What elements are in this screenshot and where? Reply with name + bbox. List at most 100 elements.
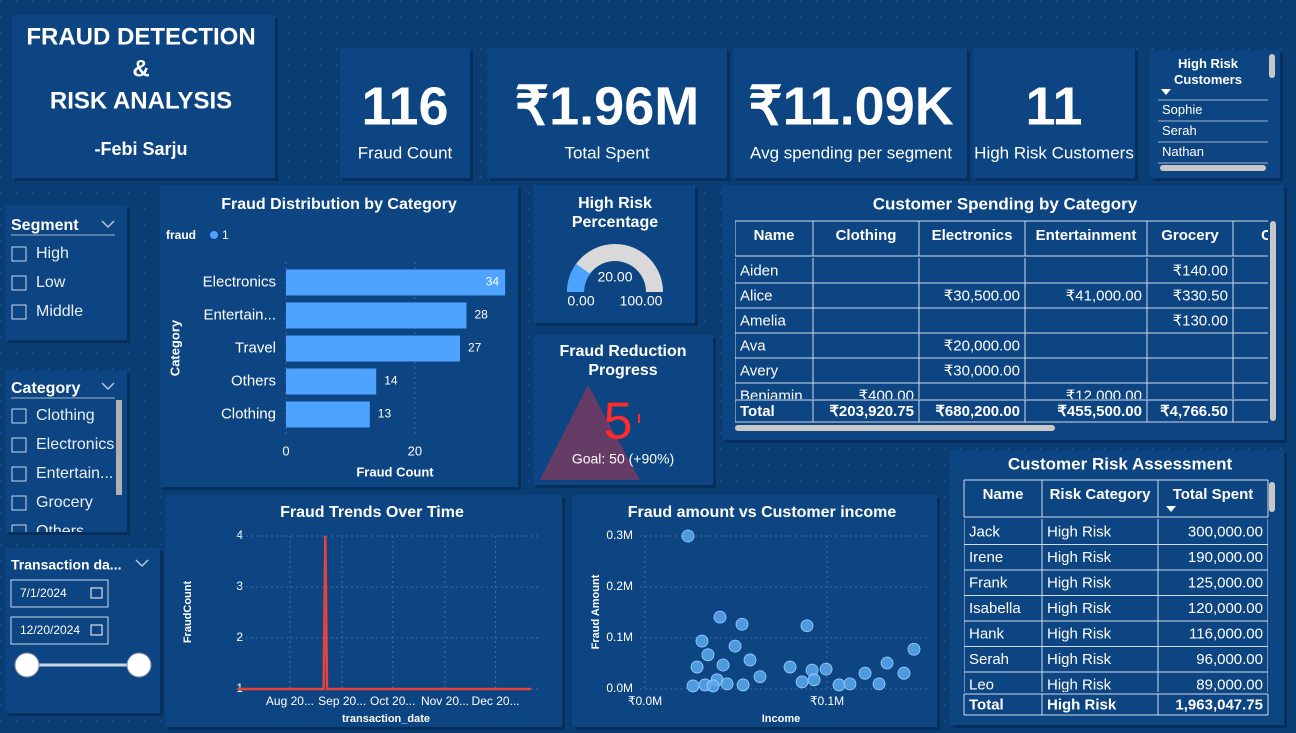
table-cell: High Risk: [1047, 524, 1112, 541]
slider-handle[interactable]: [14, 652, 40, 678]
checkbox[interactable]: [11, 246, 27, 262]
table-total: ₹203,920.75: [829, 403, 914, 420]
checkbox[interactable]: [11, 437, 27, 453]
slicer-item[interactable]: Low: [36, 274, 66, 291]
gauge-value-label: 20.00: [597, 269, 632, 285]
table: Name Clothing Electronics Entertainment Groc…: [735, 220, 1268, 423]
bar: [286, 401, 370, 428]
slicer-item[interactable]: Grocery: [36, 494, 93, 511]
scrollbar: [1269, 482, 1275, 512]
kpi-label: High Risk Customers: [974, 143, 1134, 162]
table-cell: Serah: [969, 651, 1009, 668]
table-cell: Benjamin: [740, 387, 803, 404]
scatter-point: [720, 677, 734, 691]
scatter-point: [706, 679, 720, 693]
checkbox[interactable]: [11, 466, 27, 482]
scatter-point: [783, 660, 797, 674]
dropdown-arrow: [1161, 89, 1171, 95]
data-label: 13: [378, 407, 392, 421]
y-tick-label: Electronics: [203, 273, 276, 290]
list-item: Sophie: [1162, 102, 1202, 117]
x-tick-label: Aug 20...: [266, 694, 314, 708]
checkbox[interactable]: [11, 275, 27, 291]
list-item: Nathan: [1162, 144, 1204, 159]
table-total: ₹680,200.00: [935, 403, 1020, 420]
table-header: Risk Category: [1050, 486, 1152, 503]
table-cell: Avery: [740, 362, 779, 379]
y-axis-label: Fraud Amount: [590, 574, 602, 649]
table-total: ₹455,500.00: [1057, 403, 1142, 420]
list-title: High Risk Customers: [1174, 56, 1242, 87]
table-total: Total: [740, 403, 775, 420]
slicer-item[interactable]: Middle: [36, 303, 83, 320]
gauge-range-label: 100.00: [620, 293, 663, 309]
checkbox[interactable]: [11, 304, 27, 320]
table-cell: High Risk: [1047, 549, 1112, 566]
table-cell: ₹41,000.00: [1066, 287, 1142, 304]
table-cell: 120,000.00: [1188, 600, 1263, 617]
slicer-item[interactable]: Clothing: [36, 407, 95, 424]
checkbox[interactable]: [11, 408, 27, 424]
scatter-point: [753, 670, 767, 684]
author: -Febi Sarju: [94, 139, 187, 159]
checkbox[interactable]: [11, 524, 27, 539]
bar: [286, 335, 460, 362]
table-cell: Aiden: [740, 262, 778, 279]
x-tick-label: ₹0.1M: [810, 694, 844, 708]
slicer-item[interactable]: Entertain...: [36, 465, 113, 482]
data-label: 34: [486, 275, 500, 289]
panel: [1150, 50, 1280, 178]
scatter-point: [743, 653, 757, 667]
data-label: 14: [384, 374, 398, 388]
table-cell: ₹130.00: [1173, 312, 1228, 329]
date-input[interactable]: [10, 579, 109, 608]
table-cell: ₹30,000.00: [944, 362, 1020, 379]
scatter-point: [897, 666, 911, 680]
kpi-value: 5: [604, 393, 633, 451]
table-cell: 300,000.00: [1188, 524, 1263, 541]
kpi-value: ₹11.09K: [748, 76, 954, 136]
x-tick-label: 0: [282, 443, 289, 458]
calendar-icon: [90, 587, 103, 599]
date-value: 12/20/2024: [20, 623, 80, 637]
slicer-item[interactable]: Others: [36, 523, 84, 540]
scatter-point: [819, 662, 833, 676]
table-cell: Frank: [969, 575, 1008, 592]
sort-arrow: [1166, 506, 1176, 512]
date-input[interactable]: [10, 616, 109, 645]
table-cell: 190,000.00: [1188, 549, 1263, 566]
panel: [165, 495, 562, 727]
x-axis-label: Fraud Count: [356, 464, 434, 479]
scatter-point: [736, 678, 750, 692]
checkbox[interactable]: [11, 495, 27, 511]
table-cell: 89,000.00: [1196, 677, 1263, 694]
scatter-point: [695, 634, 709, 648]
gauge-range-label: 0.00: [567, 293, 594, 309]
table-cell: Leo: [969, 677, 994, 694]
scrollbar: [116, 400, 122, 495]
scatter-point: [800, 619, 814, 633]
bar: [286, 302, 467, 329]
table-cell: ₹30,500.00: [944, 287, 1020, 304]
panel: [733, 48, 967, 178]
y-tick-label: 3: [236, 579, 243, 593]
y-tick-label: 4: [236, 528, 243, 542]
y-tick-label: Clothing: [221, 405, 276, 422]
slicer-item[interactable]: High: [36, 245, 69, 262]
scatter-point: [716, 658, 730, 672]
kpi-label: Total Spent: [564, 143, 649, 162]
table: Name Risk Category Total Spent Total High Ri…: [963, 479, 1269, 716]
chart-title: Fraud Trends Over Time: [280, 504, 464, 521]
chart-title: Fraud Reduction Progress: [559, 343, 687, 380]
slicer-item[interactable]: Electronics: [36, 436, 114, 453]
y-tick-label: Travel: [235, 339, 276, 356]
table-cell: ₹400.00: [859, 387, 914, 404]
slider-handle[interactable]: [126, 652, 152, 678]
slicer-title: Transaction da...: [11, 557, 121, 573]
y-tick-label: 0.2M: [606, 579, 633, 593]
legend-label: 1: [222, 228, 229, 242]
scatter-point: [872, 677, 886, 691]
table-header: Electronics: [932, 227, 1013, 244]
